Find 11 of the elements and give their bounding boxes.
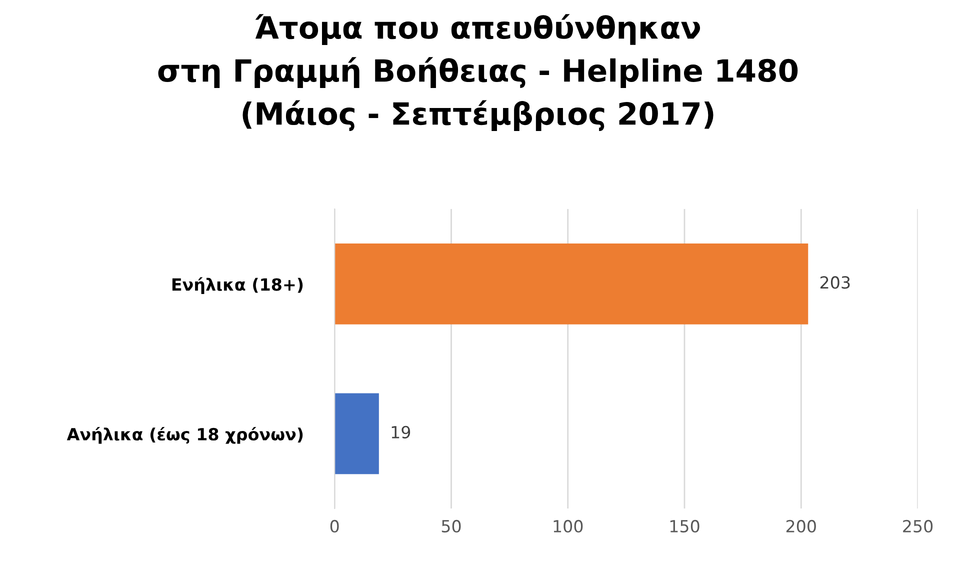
y-tick-label: Ενήλικα (18+) <box>172 277 303 294</box>
x-tick-label: 50 <box>442 520 461 533</box>
chart-title: Άτομα που απευθύνθηκαν στη Γραμμή Βοήθειας - Helpline 1480 (Μάιος - Σεπτέμβριος 2017) <box>158 14 798 132</box>
x-tick-label: 200 <box>786 520 816 533</box>
data-label: 19 <box>392 426 410 438</box>
x-tick-label: 250 <box>903 520 933 533</box>
x-tick-label: 0 <box>330 520 339 533</box>
data-label: 203 <box>820 276 850 289</box>
x-tick-label: 100 <box>554 520 583 533</box>
x-tick-label: 150 <box>670 520 700 533</box>
y-tick-label: Ανήλικα (έως 18 χρόνων) <box>66 426 303 444</box>
